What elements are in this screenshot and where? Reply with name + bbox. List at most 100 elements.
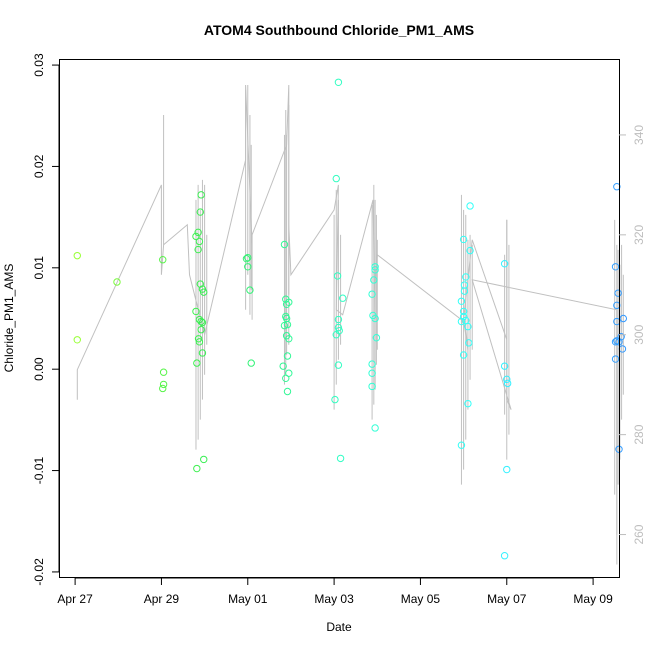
data-point bbox=[246, 286, 254, 294]
data-point bbox=[195, 237, 204, 246]
data-point bbox=[611, 355, 620, 363]
data-point bbox=[368, 369, 376, 377]
y-tick-label: 0.02 bbox=[32, 154, 46, 178]
data-point bbox=[244, 263, 252, 271]
y-tick-label: 0.01 bbox=[32, 256, 46, 280]
data-point bbox=[371, 266, 379, 274]
y2-tick-label: 340 bbox=[632, 125, 646, 145]
data-point bbox=[198, 349, 207, 357]
data-point bbox=[244, 253, 252, 262]
x-tick-label: Apr 27 bbox=[57, 592, 93, 606]
data-point bbox=[370, 276, 378, 284]
data-point bbox=[200, 288, 208, 296]
data-point bbox=[331, 395, 339, 404]
data-point bbox=[611, 338, 620, 346]
y-axis: -0.02 -0.01 0.00 0.01 0.02 0.03 bbox=[32, 53, 60, 586]
data-point bbox=[198, 318, 207, 327]
data-point bbox=[613, 183, 621, 191]
data-point bbox=[192, 307, 200, 316]
y-tick-label: 0.03 bbox=[32, 53, 46, 77]
data-point bbox=[334, 323, 343, 332]
data-point bbox=[336, 454, 345, 463]
data-point bbox=[466, 202, 474, 210]
data-point bbox=[73, 336, 81, 344]
data-point bbox=[283, 387, 292, 396]
data-point bbox=[159, 256, 167, 264]
y2-tick-label: 280 bbox=[632, 424, 646, 444]
x-tick-label: May 09 bbox=[573, 592, 613, 606]
data-point bbox=[283, 320, 292, 329]
data-point bbox=[464, 322, 472, 331]
data-point bbox=[503, 375, 511, 384]
data-point bbox=[371, 314, 379, 323]
data-point bbox=[465, 339, 473, 347]
y-tick-label: 0.00 bbox=[32, 357, 46, 381]
data-point bbox=[332, 331, 340, 339]
data-point bbox=[613, 301, 621, 310]
data-point bbox=[462, 273, 470, 281]
data-point bbox=[280, 321, 289, 330]
data-point bbox=[242, 254, 251, 263]
data-point bbox=[282, 374, 290, 383]
data-point bbox=[503, 465, 511, 474]
data-point bbox=[193, 464, 201, 473]
data-point bbox=[192, 232, 200, 241]
data-point bbox=[613, 317, 621, 326]
x-tick-label: May 05 bbox=[401, 592, 441, 606]
x-tick-label: May 03 bbox=[314, 592, 354, 606]
data-point bbox=[368, 360, 376, 368]
data-point bbox=[285, 298, 293, 306]
data-point bbox=[279, 362, 287, 370]
data-point bbox=[500, 362, 509, 370]
data-point bbox=[459, 312, 468, 321]
data-point bbox=[282, 300, 291, 309]
data-point bbox=[113, 278, 121, 286]
data-point bbox=[197, 191, 205, 199]
y2-axis: 260 280 300 320 340 bbox=[619, 125, 646, 545]
data-point bbox=[460, 287, 469, 295]
data-point bbox=[197, 325, 205, 334]
y2-tick-label: 260 bbox=[632, 524, 646, 544]
data-point bbox=[339, 294, 347, 302]
x-tick-label: May 07 bbox=[487, 592, 527, 606]
y-tick-label: -0.02 bbox=[32, 558, 46, 586]
data-point bbox=[334, 78, 343, 87]
data-point bbox=[194, 245, 202, 254]
data-point bbox=[159, 368, 168, 376]
data-point bbox=[159, 384, 167, 393]
data-point bbox=[159, 380, 168, 389]
data-point bbox=[196, 208, 204, 216]
data-point bbox=[194, 228, 202, 237]
data-point bbox=[285, 335, 293, 343]
data-point bbox=[368, 290, 376, 298]
data-point bbox=[280, 240, 289, 249]
data-point bbox=[195, 338, 204, 346]
data-point bbox=[619, 314, 628, 323]
y2-tick-label: 320 bbox=[632, 224, 646, 244]
x-axis: Apr 27 Apr 29 May 01 May 03 May 05 May 07 May … bbox=[57, 577, 613, 606]
data-point bbox=[457, 297, 466, 305]
data-point bbox=[459, 235, 468, 244]
data-point bbox=[193, 359, 201, 367]
data-point bbox=[503, 379, 512, 388]
data-point bbox=[247, 359, 255, 367]
data-point bbox=[617, 333, 625, 341]
data-point bbox=[457, 441, 466, 449]
data-point bbox=[197, 317, 205, 326]
data-point bbox=[200, 455, 208, 464]
x-tick-label: Apr 29 bbox=[144, 592, 180, 606]
y-tick-label: -0.01 bbox=[32, 457, 46, 485]
data-point bbox=[73, 251, 81, 260]
data-point bbox=[614, 289, 622, 297]
data-point bbox=[457, 317, 466, 326]
data-point bbox=[196, 280, 204, 288]
y2-tick-label: 300 bbox=[632, 324, 646, 344]
x-tick-label: May 01 bbox=[228, 592, 268, 606]
data-point bbox=[459, 307, 468, 316]
data-point bbox=[283, 352, 292, 360]
data-point bbox=[611, 263, 620, 271]
chart-title: ATOM4 Southbound Chloride_PM1_AMS bbox=[204, 22, 474, 38]
data-point bbox=[368, 382, 376, 391]
